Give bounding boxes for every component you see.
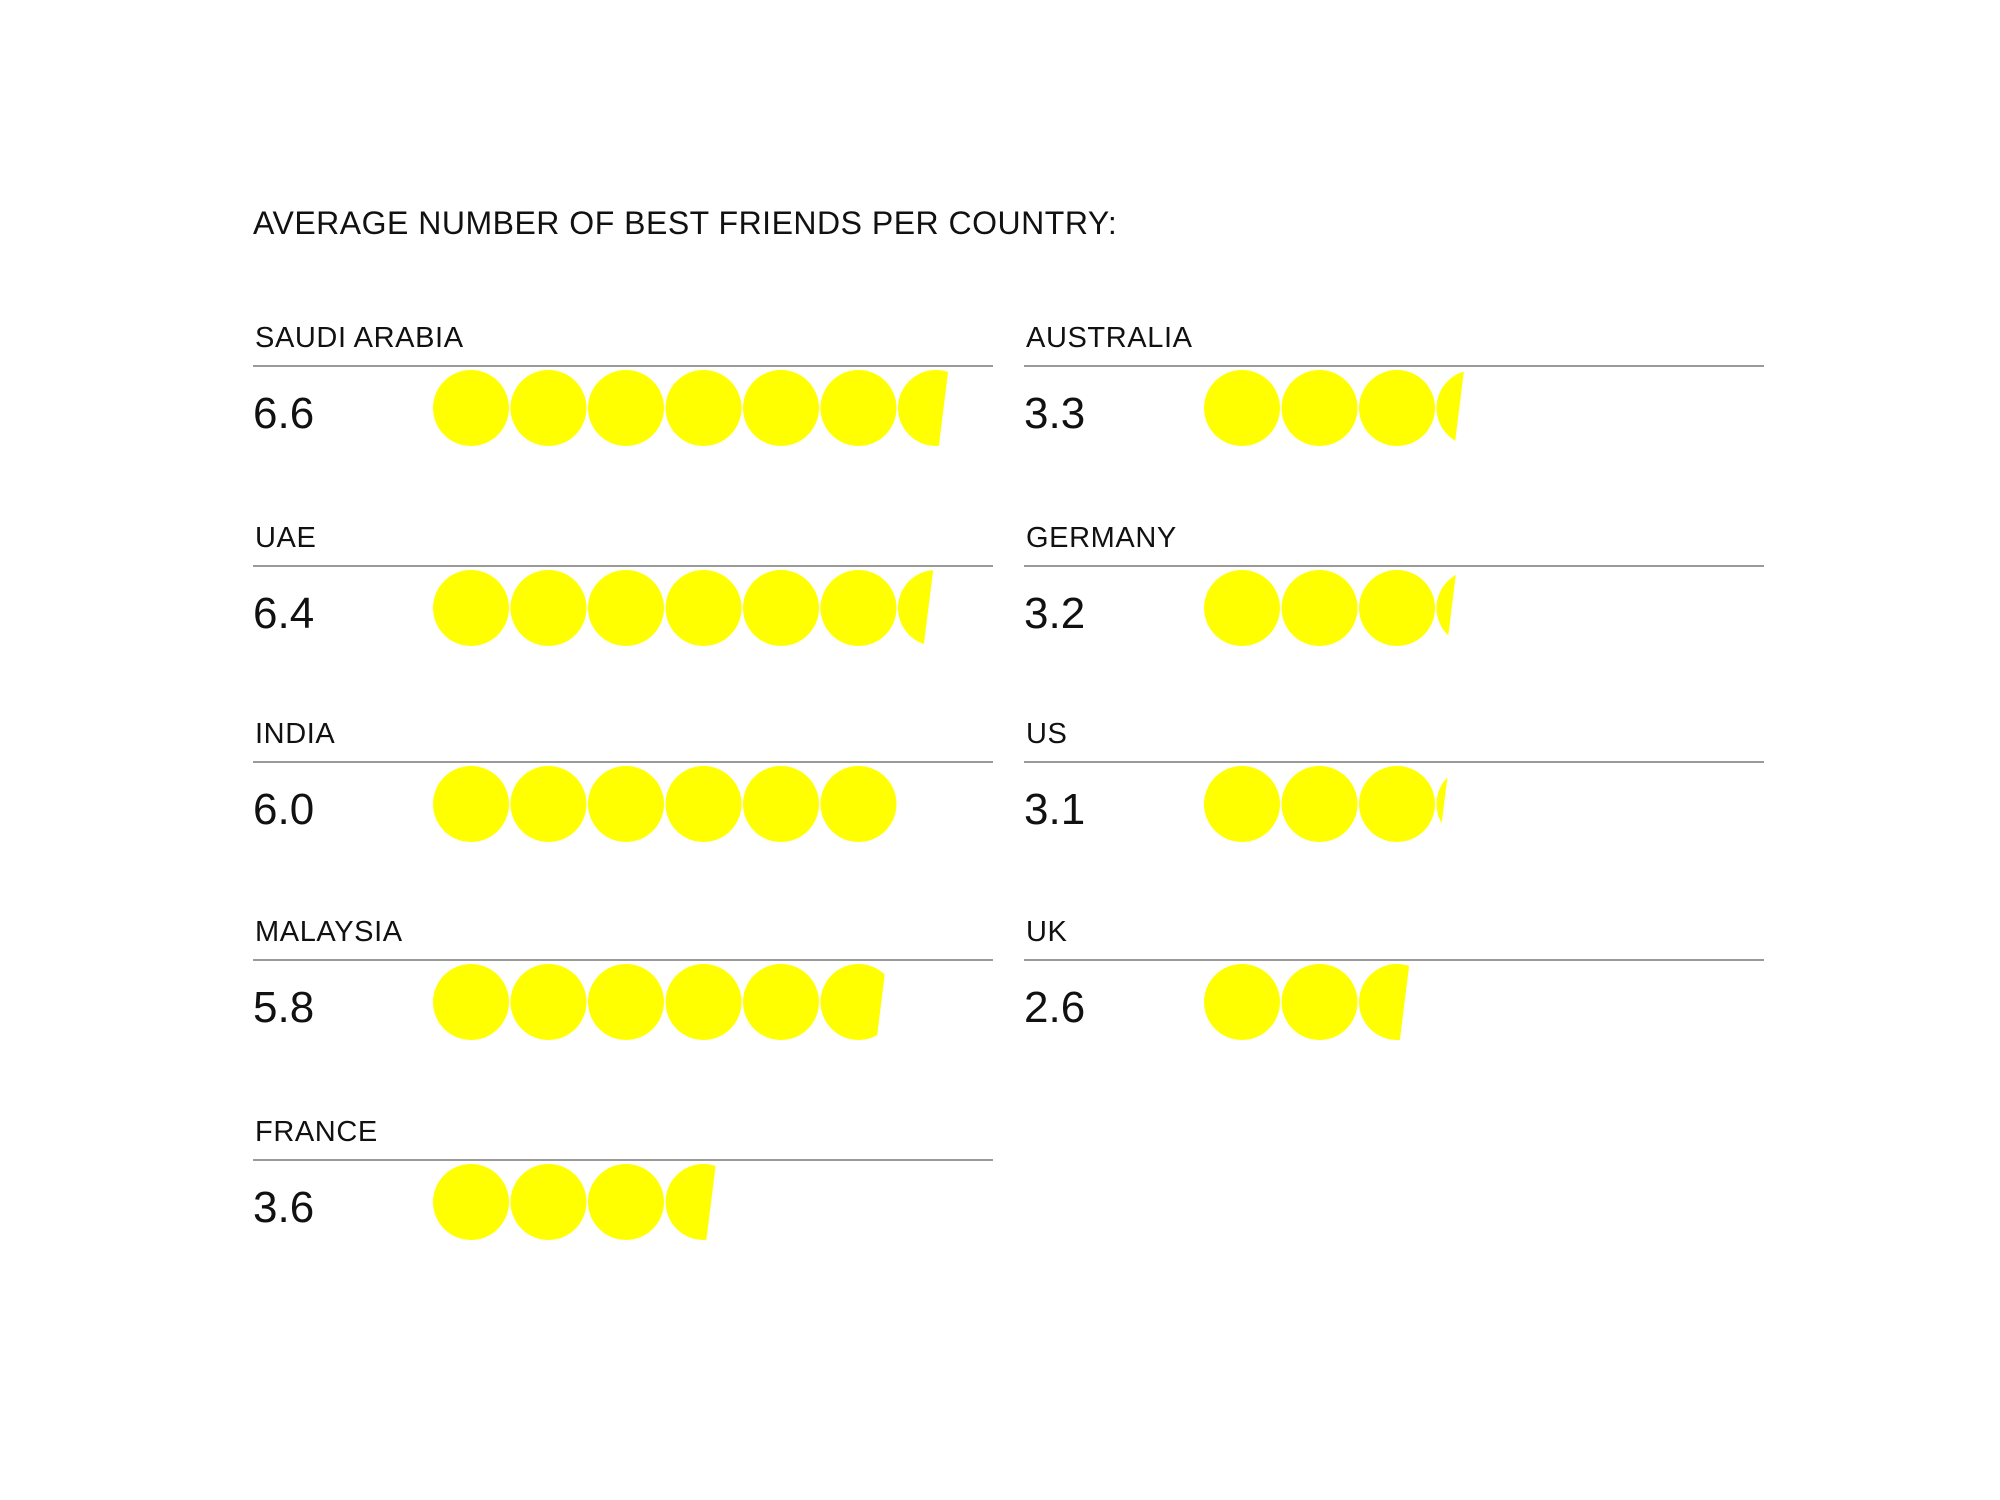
friend-circle	[510, 370, 587, 446]
value-label: 3.2	[1024, 589, 1086, 638]
friend-circle	[433, 570, 509, 646]
divider-line	[253, 365, 993, 367]
friend-circle	[510, 964, 587, 1040]
value-label: 3.3	[1024, 389, 1086, 438]
partial-friend-circle	[1359, 964, 1410, 1040]
friend-circle	[665, 964, 742, 1040]
friend-circle	[665, 766, 742, 842]
partial-friend-circle	[1436, 370, 1465, 446]
circle-row	[1204, 570, 1457, 646]
row-saudi-arabia: SAUDI ARABIA 6.6	[253, 322, 993, 472]
row-uk: UK 2.6	[1024, 916, 1764, 1066]
country-label: FRANCE	[255, 1116, 378, 1148]
partial-friend-circle	[898, 370, 949, 446]
circle-row	[433, 370, 949, 446]
value-label: 3.6	[253, 1183, 315, 1232]
circle-row	[1204, 766, 1450, 842]
divider-line	[253, 959, 993, 961]
country-label: SAUDI ARABIA	[255, 322, 464, 354]
friend-circle	[588, 964, 664, 1040]
friend-circle	[665, 370, 742, 446]
friend-circle	[743, 766, 819, 842]
circle-row	[433, 1164, 717, 1240]
friend-circle	[1204, 370, 1280, 446]
divider-line	[1024, 761, 1764, 763]
row-australia: AUSTRALIA 3.3	[1024, 322, 1764, 472]
country-label: UK	[1026, 916, 1068, 948]
friend-circle	[588, 766, 664, 842]
friend-circle	[510, 1164, 587, 1240]
value-label: 3.1	[1024, 785, 1086, 834]
row-germany: GERMANY 3.2	[1024, 522, 1764, 672]
circle-row	[433, 570, 934, 646]
chart-title: AVERAGE NUMBER OF BEST FRIENDS PER COUNT…	[253, 205, 1118, 241]
partial-friend-circle	[1436, 570, 1457, 646]
friend-circle	[743, 570, 819, 646]
friend-circle	[820, 766, 897, 842]
friend-circle	[510, 766, 587, 842]
divider-line	[253, 1159, 993, 1161]
friend-circle	[1359, 570, 1435, 646]
partial-friend-circle	[898, 570, 934, 646]
friend-circle	[588, 570, 664, 646]
row-france: FRANCE 3.6	[253, 1116, 993, 1266]
divider-line	[1024, 565, 1764, 567]
country-label: INDIA	[255, 718, 336, 750]
friend-circle	[1204, 766, 1280, 842]
row-us: US 3.1	[1024, 718, 1764, 868]
friend-circle	[588, 370, 664, 446]
friend-circle	[510, 570, 587, 646]
value-label: 6.4	[253, 589, 315, 638]
divider-line	[1024, 365, 1764, 367]
friend-circle	[820, 370, 897, 446]
friend-circle	[1359, 370, 1435, 446]
divider-line	[1024, 959, 1764, 961]
friend-circle	[433, 964, 509, 1040]
divider-line	[253, 761, 993, 763]
friend-circle	[1359, 766, 1435, 842]
value-label: 5.8	[253, 983, 315, 1032]
circle-row	[433, 766, 897, 842]
country-label: UAE	[255, 522, 317, 554]
friend-circle	[1281, 964, 1358, 1040]
row-india: INDIA 6.0	[253, 718, 993, 868]
friend-circle	[1204, 570, 1280, 646]
friend-circle	[1204, 964, 1280, 1040]
friend-circle	[1281, 766, 1358, 842]
friend-circle	[820, 570, 897, 646]
friend-circle	[433, 1164, 509, 1240]
friend-circle	[665, 570, 742, 646]
divider-line	[253, 565, 993, 567]
circle-row	[1204, 964, 1410, 1040]
country-label: MALAYSIA	[255, 916, 403, 948]
partial-friend-circle	[1436, 766, 1450, 842]
country-label: GERMANY	[1026, 522, 1177, 554]
friend-circle	[1281, 570, 1358, 646]
row-uae: UAE 6.4	[253, 522, 993, 672]
value-label: 6.6	[253, 389, 315, 438]
circle-row	[433, 964, 887, 1040]
partial-friend-circle	[820, 964, 887, 1040]
friend-circle	[743, 370, 819, 446]
country-label: AUSTRALIA	[1026, 322, 1193, 354]
value-label: 2.6	[1024, 983, 1086, 1032]
country-label: US	[1026, 718, 1068, 750]
friend-circle	[433, 370, 509, 446]
friend-circle	[1281, 370, 1358, 446]
friend-circle	[433, 766, 509, 842]
partial-friend-circle	[665, 1164, 717, 1240]
circle-row	[1204, 370, 1465, 446]
value-label: 6.0	[253, 785, 315, 834]
friend-circle	[743, 964, 819, 1040]
row-malaysia: MALAYSIA 5.8	[253, 916, 993, 1066]
friend-circle	[588, 1164, 664, 1240]
